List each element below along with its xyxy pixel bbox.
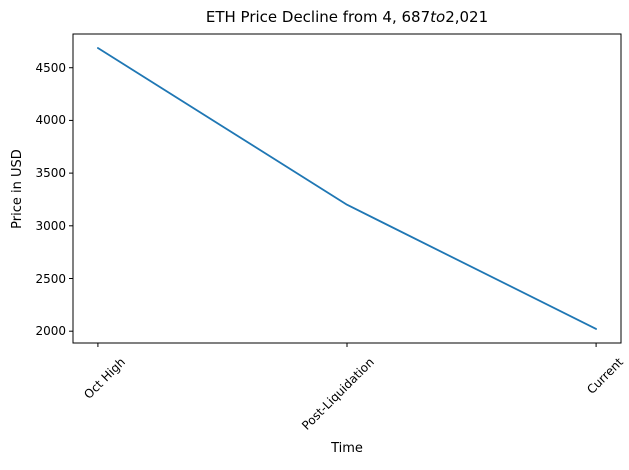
chart-title: ETH Price Decline from 4, 687to2,021 [73,8,621,27]
y-tick-label: 2500 [35,271,66,286]
y-tick-label: 2000 [35,324,66,339]
axes-frame [72,33,622,344]
y-tick-label: 4000 [35,113,66,128]
chart-title-mathtext: to [430,8,446,26]
price-line [97,47,597,330]
y-axis-label: Price in USD [10,149,25,229]
y-tick-label: 3500 [35,166,66,181]
chart-title-suffix: 2,021 [445,8,489,26]
y-tick-label: 3000 [35,218,66,233]
y-tick-label: 4500 [35,60,66,75]
chart-title-prefix: ETH Price Decline from 4, 687 [205,8,431,26]
x-axis-label: Time [331,441,363,456]
